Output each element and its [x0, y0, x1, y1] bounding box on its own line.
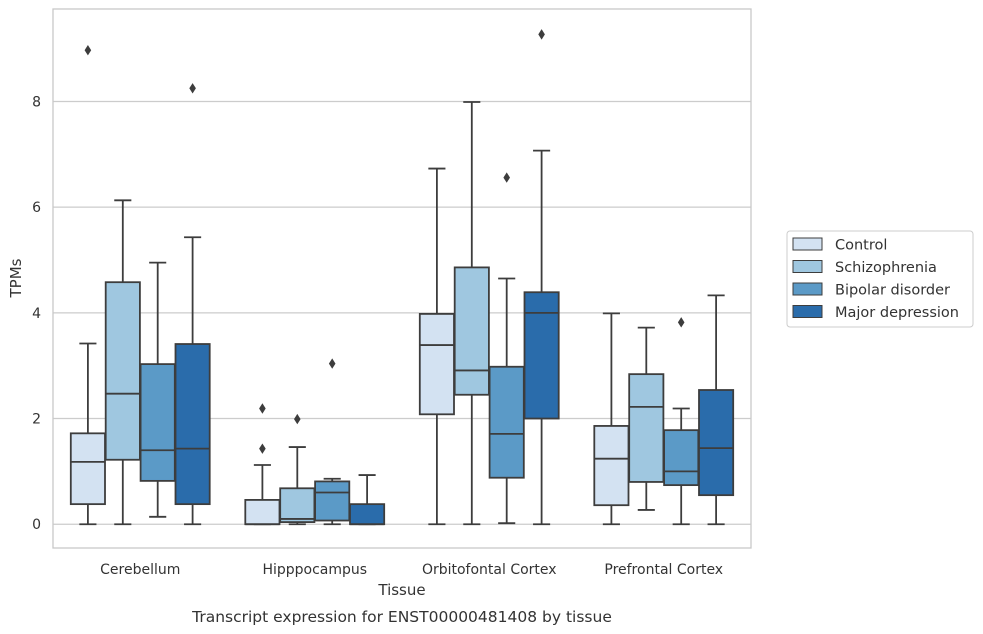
y-axis-label: TPMs [7, 258, 25, 298]
y-tick-label: 8 [32, 94, 41, 110]
x-tick-label: Orbitofontal Cortex [422, 562, 557, 578]
outlier-point [538, 29, 545, 40]
box-body [488, 365, 525, 479]
outlier-point [259, 443, 266, 454]
box-0-3 [174, 83, 211, 526]
box-body [593, 425, 630, 507]
y-tick-labels: 0 2 4 6 8 [32, 94, 41, 533]
box-2-3 [523, 29, 560, 526]
legend-items: Control Schizophrenia Bipolar disorder Majo… [792, 237, 959, 321]
box-body [314, 480, 351, 522]
y-tick-label: 2 [32, 412, 41, 428]
box-1-0 [244, 403, 281, 526]
box-2-1 [453, 101, 490, 526]
box-body [453, 266, 490, 396]
legend-label: Major depression [835, 305, 959, 321]
legend-frame [786, 230, 974, 328]
box-body [628, 373, 665, 483]
plot-frame [52, 8, 752, 549]
legend: Control Schizophrenia Bipolar disorder Majo… [786, 230, 974, 328]
box-body [104, 281, 141, 461]
box-body [663, 429, 700, 487]
x-tick-label: Prefrontal Cortex [604, 562, 723, 578]
outlier-point [84, 45, 92, 56]
legend-swatch [792, 282, 823, 296]
outlier-point [677, 317, 685, 328]
boxes [69, 29, 735, 526]
box-0-0 [69, 45, 106, 526]
box-3-3 [698, 294, 735, 526]
legend-swatch [792, 260, 823, 273]
box-0-1 [104, 199, 141, 526]
y-tick-label: 0 [32, 517, 41, 533]
outlier-point [503, 172, 510, 183]
y-tick-label: 4 [32, 306, 41, 322]
box-body [279, 487, 316, 524]
outlier-point [328, 358, 336, 369]
box-body [698, 389, 735, 497]
box-2-2 [488, 172, 525, 525]
box-body [139, 363, 176, 482]
chart-caption: Transcript expression for ENST0000048140… [191, 608, 612, 626]
legend-swatch [792, 305, 823, 318]
x-tick-labels: Cerebellum Hipppocampus Orbitofontal Corte… [100, 562, 723, 578]
box-3-1 [628, 326, 665, 511]
box-body [523, 291, 560, 420]
box-body [174, 343, 211, 506]
box-3-0 [593, 312, 630, 526]
box-body [349, 503, 386, 526]
box-1-3 [349, 474, 386, 526]
legend-label: Schizophrenia [835, 260, 937, 276]
box-2-0 [418, 167, 455, 526]
outlier-point [189, 83, 196, 94]
box-1-2 [314, 358, 351, 526]
x-axis-label: Tissue [377, 581, 425, 599]
box-body [418, 313, 455, 416]
y-tick-label: 6 [32, 200, 41, 216]
outlier-point [259, 403, 266, 414]
x-tick-label: Cerebellum [100, 562, 180, 578]
legend-swatch [792, 237, 823, 251]
outlier-point [294, 413, 301, 425]
box-0-2 [139, 261, 176, 518]
legend-label: Bipolar disorder [835, 283, 950, 299]
legend-label: Control [835, 238, 887, 254]
box-body [69, 432, 106, 506]
box-body [244, 499, 281, 526]
x-tick-label: Hipppocampus [262, 562, 367, 578]
